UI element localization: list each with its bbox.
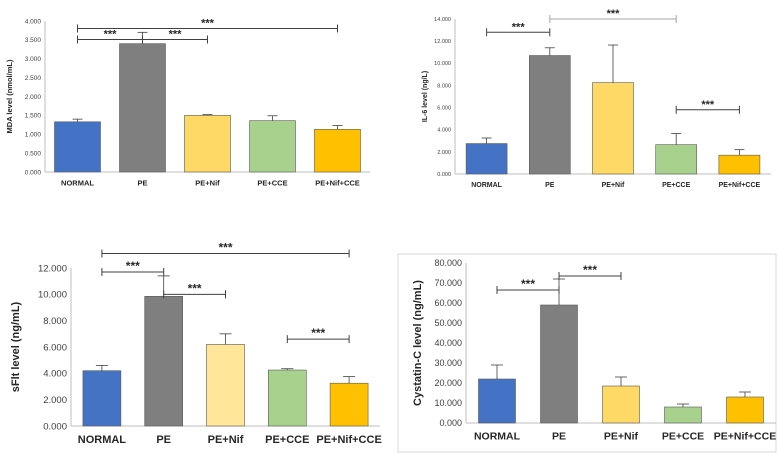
- bar-pe-nif: [602, 385, 640, 424]
- y-tick-label: 0.500: [25, 150, 42, 157]
- bar-pe: [144, 296, 183, 427]
- y-tick-label: 12.000: [434, 39, 451, 45]
- cystatin-panel-border: [397, 253, 777, 453]
- bar-pe: [528, 55, 571, 175]
- y-tick-label: 12.000: [38, 263, 67, 274]
- cystatin-chart: 0.000 10.000 20.000 30.000 40.000 50.000 60.00…: [412, 258, 776, 442]
- significance-label: ***: [126, 259, 140, 273]
- category-label: NORMAL: [471, 182, 502, 189]
- significance-label: ***: [311, 326, 325, 340]
- category-label: NORMAL: [78, 434, 127, 446]
- y-tick-label: 4.000: [437, 128, 451, 134]
- y-tick-label: 80.000: [434, 258, 462, 268]
- y-tick-label: 30.000: [434, 358, 462, 368]
- y-tick-label: 3.500: [25, 37, 42, 44]
- category-label: PE+CCE: [265, 434, 309, 446]
- significance-label: ***: [583, 263, 597, 277]
- y-tick-label: 2.000: [25, 94, 42, 101]
- significance-label: ***: [512, 21, 526, 33]
- y-tick-label: 0.000: [437, 172, 451, 178]
- significance-label: ***: [218, 241, 232, 255]
- bar-pe-nif-cce: [329, 382, 369, 427]
- y-tick-label: 20.000: [434, 378, 462, 388]
- category-label: PE: [545, 182, 555, 189]
- y-tick-label: 60.000: [434, 298, 462, 308]
- category-label: PE+Nif+CCE: [719, 182, 761, 189]
- category-label: PE+Nif: [195, 179, 220, 188]
- significance-label: ***: [188, 281, 202, 295]
- sflt-chart: 0.000 2.000 4.000 6.000 8.000 10.000 12.000 sFl…: [10, 241, 382, 446]
- y-tick-label: 2.000: [437, 150, 451, 156]
- category-label: PE+CCE: [257, 179, 287, 188]
- significance-label: ***: [701, 99, 715, 111]
- category-label: PE+Nif: [602, 182, 625, 189]
- bar-pe-nif-cce: [314, 129, 361, 173]
- category-label: PE+Nif: [208, 434, 244, 446]
- y-tick-label: 0.000: [25, 169, 42, 176]
- y-tick-label: 2.500: [25, 75, 42, 82]
- y-tick-label: 70.000: [434, 278, 462, 288]
- y-tick-label: 10.000: [38, 290, 67, 301]
- bar-pe-nif-cce: [718, 154, 761, 175]
- category-label: NORMAL: [61, 179, 94, 188]
- y-tick-label: 1.000: [25, 132, 42, 139]
- y-tick-label: 1.500: [25, 113, 42, 120]
- y-tick-label: 0.000: [439, 418, 462, 428]
- category-label: PE+Nif: [604, 431, 639, 443]
- significance-label: ***: [607, 8, 621, 20]
- bar-pe-cce: [655, 144, 698, 175]
- y-tick-label: 6.000: [437, 105, 451, 111]
- y-tick-label: 8.000: [437, 83, 451, 89]
- category-label: PE+Nif+CCE: [316, 434, 381, 446]
- bar-pe-nif-cce: [726, 396, 764, 424]
- bar-pe-cce: [249, 120, 296, 173]
- y-tick-label: 10.000: [434, 61, 451, 67]
- bar-pe-nif: [592, 82, 634, 175]
- category-label: PE: [137, 179, 147, 188]
- bar-normal: [465, 143, 508, 175]
- y-tick-label: 2.000: [43, 395, 67, 406]
- y-tick-label: 50.000: [434, 318, 462, 328]
- y-tick-label: 4.000: [25, 18, 42, 25]
- significance-label: ***: [104, 28, 118, 40]
- y-tick-label: 6.000: [43, 342, 67, 353]
- y-tick-label: 0.000: [43, 421, 67, 432]
- significance-label: ***: [169, 28, 183, 40]
- y-axis-label: IL-6 level (ng/L): [422, 71, 429, 122]
- y-axis-label: MDA level (nmol/mL): [5, 59, 14, 133]
- y-tick-label: 4.000: [43, 369, 67, 380]
- bar-pe-cce: [267, 369, 307, 427]
- bar-normal: [478, 378, 516, 424]
- y-tick-label: 14.000: [434, 17, 451, 23]
- category-label: PE+Nif+CCE: [315, 179, 360, 188]
- significance-label: ***: [521, 277, 535, 291]
- bar-pe-nif: [184, 115, 231, 173]
- mda-chart: 0.000 0.500 1.000 1.500 2.000 2.500 3.000 3.500…: [5, 18, 370, 188]
- category-label: NORMAL: [474, 431, 521, 443]
- bar-pe-nif: [206, 344, 245, 427]
- y-tick-label: 8.000: [43, 316, 67, 327]
- bar-pe-cce: [664, 406, 702, 424]
- y-tick-label: 40.000: [434, 338, 462, 348]
- category-label: PE+CCE: [662, 182, 691, 189]
- y-axis-label: sFlt level (ng/mL): [10, 301, 22, 392]
- category-label: PE+Nif+CCE: [714, 431, 776, 443]
- y-tick-label: 10.000: [434, 398, 462, 408]
- category-label: PE+CCE: [662, 431, 704, 443]
- significance-label: ***: [201, 18, 215, 30]
- il6-chart: 0.000 2.000 4.000 6.000 8.000 10.000 12.000 14.…: [422, 8, 771, 189]
- category-label: PE: [156, 434, 171, 446]
- bar-pe: [540, 304, 578, 424]
- y-tick-label: 3.000: [25, 56, 42, 63]
- y-axis-label: Cystatin-C level (ng/mL): [412, 280, 424, 406]
- bar-normal: [82, 370, 122, 427]
- category-label: PE: [552, 431, 566, 443]
- bar-normal: [54, 121, 101, 173]
- bar-pe: [119, 43, 166, 173]
